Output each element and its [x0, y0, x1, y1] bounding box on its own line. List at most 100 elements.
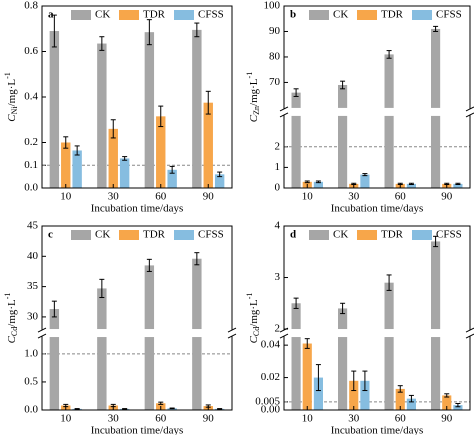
break-mark — [279, 333, 289, 339]
y-tick-label: 3 — [275, 271, 281, 283]
y-label-sub: Zn — [252, 106, 261, 115]
bar — [97, 43, 107, 188]
x-tick-label: 10 — [302, 413, 314, 425]
bar — [144, 32, 155, 188]
y-label-main: C — [248, 114, 260, 122]
bar — [167, 169, 177, 188]
x-axis-label: Incubation time/days — [331, 425, 424, 435]
bar — [291, 92, 301, 108]
panel: 0 1 2 70 80 90 100 10 30 60 90 Incubation time/days… — [245, 0, 474, 215]
bar — [338, 115, 348, 188]
y-label-unit: /mg·L — [248, 299, 260, 327]
legend-swatch — [174, 10, 194, 20]
break-mark — [227, 327, 237, 333]
y-axis-label: CCd/mg·L-1 — [245, 293, 261, 344]
legend-label: CK — [333, 229, 348, 241]
bar — [72, 150, 82, 188]
panel: 0.000.005 0.02 0.04 2 3 4 10 30 60 90 Incubation t… — [245, 220, 474, 435]
panel-label: b — [290, 9, 296, 21]
break-mark — [465, 106, 474, 112]
panel: 0.0 0.5 1.0 30 35 40 45 10 30 60 90 Incubation time… — [3, 220, 237, 435]
bar — [453, 405, 463, 410]
y-tick-label: 0 — [275, 182, 281, 194]
y-tick-label: 100 — [264, 0, 281, 12]
y-label-sup: -1 — [245, 72, 254, 79]
bar — [338, 84, 348, 108]
bar — [338, 308, 348, 330]
panel-label: a — [48, 9, 54, 21]
y-tick-label: 4 — [275, 220, 281, 232]
x-axis-label: Incubation time/days — [331, 203, 424, 215]
bar — [192, 337, 202, 410]
legend-label: CFSS — [436, 9, 462, 21]
y-tick-label: 40 — [27, 250, 39, 262]
bar — [97, 337, 107, 410]
plot-frame — [283, 5, 471, 189]
bar — [49, 31, 60, 189]
x-axis-label: Incubation time/days — [91, 203, 184, 215]
x-tick-label: 90 — [441, 413, 453, 425]
legend-swatch — [71, 10, 91, 20]
y-label-main: C — [6, 114, 18, 122]
y-label-sup: -1 — [245, 293, 254, 300]
plot-frame — [283, 225, 471, 411]
break-mark — [227, 333, 237, 339]
y-tick-label: 0.00 — [261, 404, 281, 416]
bar — [61, 142, 71, 188]
plot-frame — [41, 225, 233, 411]
y-tick-label: 30 — [27, 310, 39, 322]
break-mark — [279, 112, 289, 118]
y-label-sub: Ni — [10, 106, 19, 115]
y-tick-label: 0.02 — [261, 371, 280, 383]
bar — [431, 241, 441, 330]
x-tick-label: 60 — [395, 191, 407, 203]
bar — [144, 337, 155, 410]
axis-break — [38, 330, 236, 337]
y-label-unit: /mg·L — [6, 299, 18, 327]
bar — [360, 380, 370, 410]
legend-swatch — [309, 10, 329, 20]
bar — [313, 181, 323, 188]
panel: 0.0 0.1 0.2 0.4 0.6 0.8 10 30 60 90 Incubation tim… — [3, 0, 233, 215]
bar — [214, 174, 225, 188]
bar — [49, 337, 60, 410]
x-tick-label: 60 — [155, 191, 167, 203]
bar — [349, 380, 359, 410]
y-label-unit: /mg·L — [6, 79, 18, 107]
legend-swatch — [412, 10, 432, 20]
y-tick-label: 2 — [275, 323, 281, 335]
break-mark — [37, 333, 47, 339]
bar — [108, 128, 118, 188]
y-tick-label: 1 — [275, 161, 281, 173]
y-tick-label: 0.005 — [255, 395, 280, 407]
bar — [291, 303, 301, 330]
x-tick-label: 10 — [302, 191, 314, 203]
x-tick-label: 30 — [348, 191, 360, 203]
legend-swatch — [119, 10, 139, 20]
legend-swatch — [174, 230, 194, 240]
legend-swatch — [357, 230, 377, 240]
bar — [453, 183, 463, 188]
axis-break — [280, 108, 474, 115]
break-mark — [279, 106, 289, 112]
y-axis-label: CZn/mg·L-1 — [245, 72, 261, 122]
break-mark — [465, 333, 474, 339]
x-tick-label: 90 — [203, 191, 215, 203]
y-tick-label: 0.1 — [24, 159, 38, 171]
bar — [442, 395, 452, 410]
x-axis-label: Incubation time/days — [91, 425, 184, 435]
bar — [49, 309, 60, 330]
bar — [384, 115, 394, 188]
y-label-sub: Cd — [10, 327, 19, 336]
bar — [360, 174, 370, 188]
legend-label: CFSS — [436, 229, 462, 241]
legend-label: CK — [95, 9, 110, 21]
y-tick-label: 0.6 — [24, 45, 38, 57]
bar — [338, 337, 348, 410]
bar — [291, 337, 301, 410]
legend-swatch — [412, 230, 432, 240]
y-label-main: C — [248, 335, 260, 343]
legend-label: CK — [333, 9, 348, 21]
plot-frame — [41, 5, 233, 189]
y-tick-label: 45 — [27, 220, 39, 232]
